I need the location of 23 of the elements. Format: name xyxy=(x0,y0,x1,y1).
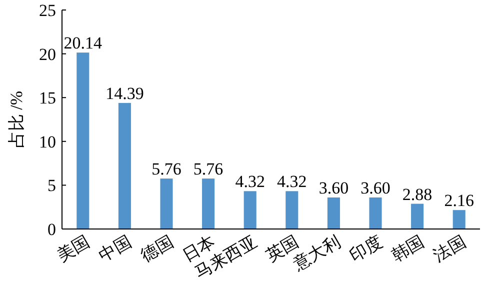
data-label: 4.32 xyxy=(277,172,307,192)
y-tick-label: 0 xyxy=(48,220,56,239)
data-label: 3.60 xyxy=(360,178,390,198)
data-label: 2.88 xyxy=(402,184,432,204)
y-tick-label: 20 xyxy=(39,44,56,64)
data-label: 14.39 xyxy=(106,84,144,103)
x-tick-label: 中国 xyxy=(96,232,135,266)
data-label: 20.14 xyxy=(64,34,103,53)
data-label: 5.76 xyxy=(193,160,224,179)
x-tick-label: 印度 xyxy=(346,232,386,266)
y-tick-label: 10 xyxy=(39,132,56,152)
data-label: 3.60 xyxy=(318,178,349,198)
data-label: 5.76 xyxy=(152,160,182,179)
y-tick-label: 15 xyxy=(39,88,56,108)
x-tick-label: 美国 xyxy=(54,232,93,266)
y-axis-title: 占比 /% xyxy=(7,90,26,148)
x-tick-label: 韩国 xyxy=(388,232,428,266)
x-tick-label: 法国 xyxy=(430,232,470,266)
y-tick-label: 5 xyxy=(48,176,56,196)
data-label: 4.32 xyxy=(235,172,265,192)
y-tick-label: 25 xyxy=(39,1,56,20)
data-label: 2.16 xyxy=(444,191,474,210)
x-tick-label: 德国 xyxy=(138,232,176,266)
